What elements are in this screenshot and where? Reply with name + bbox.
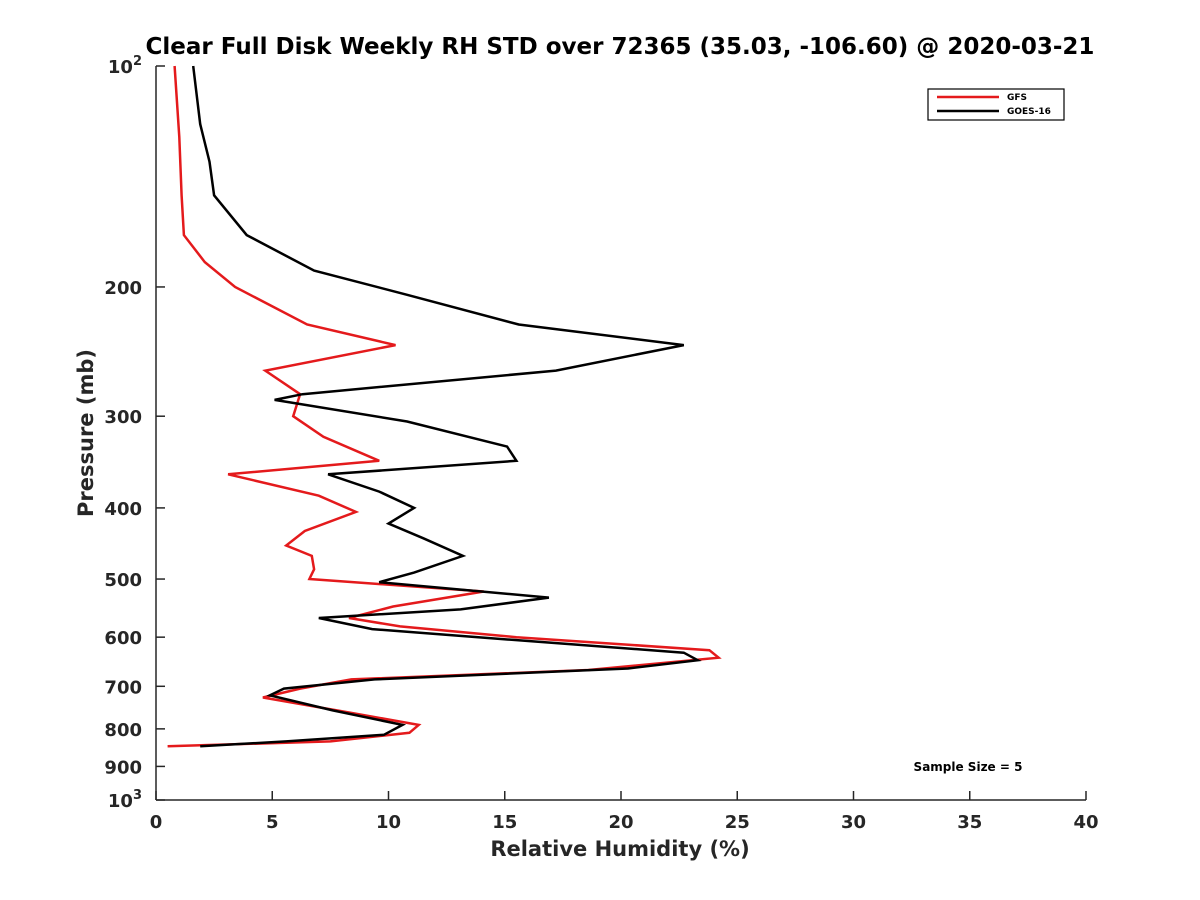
series-line-gfs [167,65,722,748]
legend-label-gfs: GFS [1007,93,1027,103]
x-tick-label: 0 [150,812,163,833]
series-line-goes-16 [191,65,702,748]
y-tick-label: 800 [104,720,142,741]
y-tick-label: 400 [104,499,142,520]
y-tick-label: 300 [104,407,142,428]
sample-size-annotation: Sample Size = 5 [914,760,1023,774]
chart-title: Clear Full Disk Weekly RH STD over 72365… [146,34,1095,60]
y-tick-label: 900 [104,757,142,778]
x-tick-label: 25 [725,812,750,833]
x-tick-label: 5 [266,812,279,833]
x-tick-label: 20 [608,812,633,833]
y-tick-label: 600 [104,628,142,649]
y-axis-label: Pressure (mb) [74,349,98,517]
series-layer [167,65,722,748]
y-tick-label: 700 [104,677,142,698]
legend: GFS GOES-16 [927,88,1065,121]
x-tick-label: 35 [957,812,982,833]
x-tick-label: 15 [492,812,517,833]
y-tick-label: 200 [104,278,142,299]
x-axis-ticks: 0 5 10 15 20 25 30 35 40 [150,791,1099,833]
x-axis-label: Relative Humidity (%) [490,837,749,861]
legend-box [927,88,1065,121]
x-tick-label: 10 [376,812,401,833]
x-tick-label: 30 [841,812,866,833]
x-tick-label: 40 [1073,812,1098,833]
legend-label-goes16: GOES-16 [1007,107,1051,117]
y-tick-label: 500 [104,570,142,591]
